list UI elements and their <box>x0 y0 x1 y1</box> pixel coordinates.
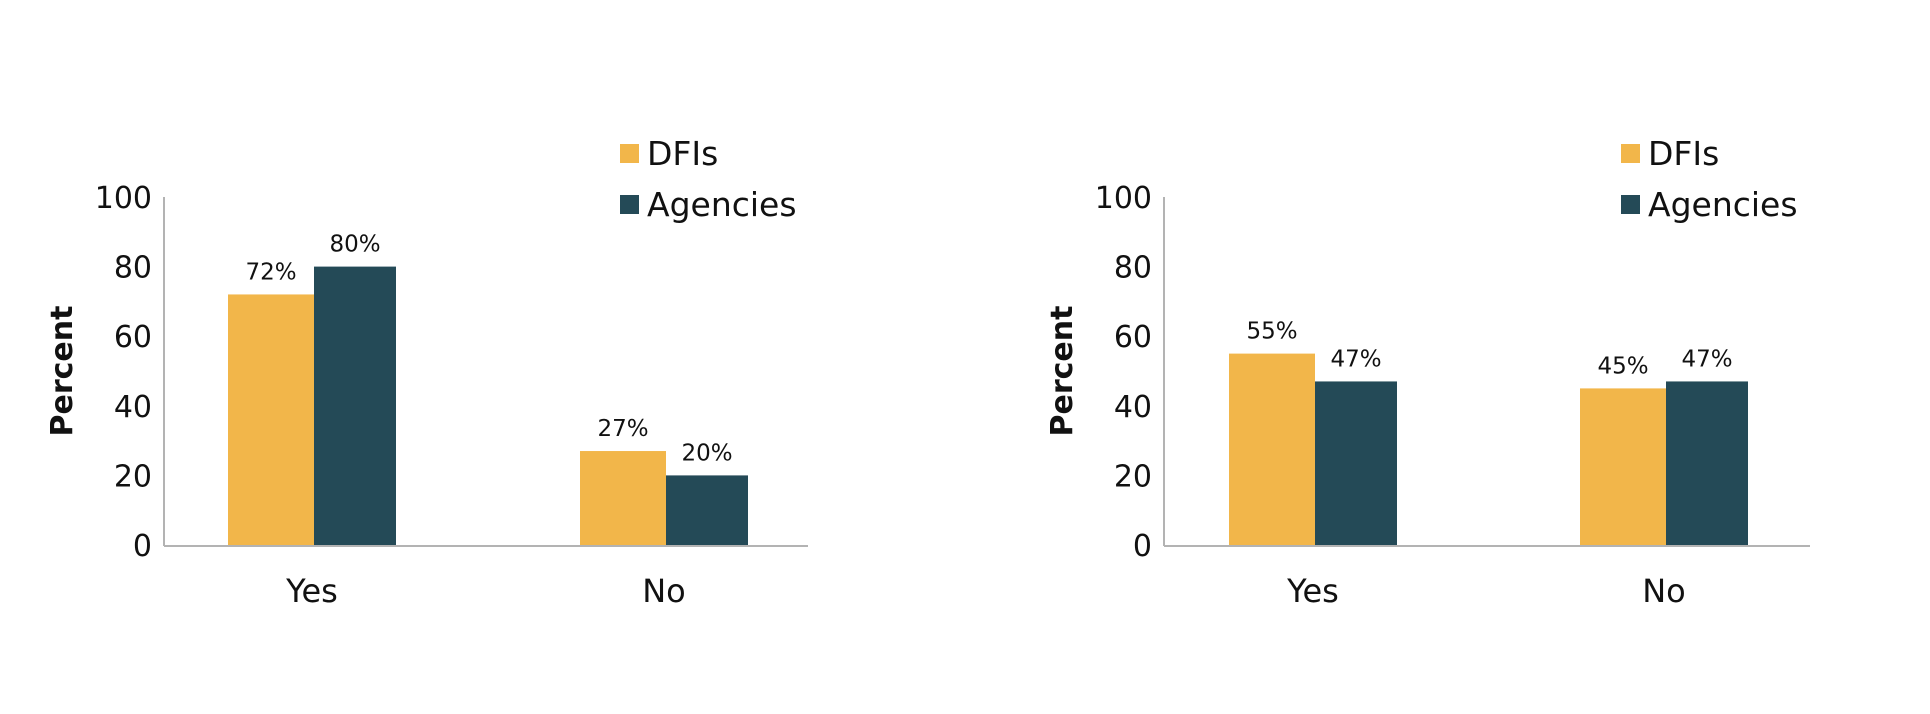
data-label: 80% <box>329 232 380 258</box>
data-label: 45% <box>1597 353 1648 379</box>
legend-swatch-agencies <box>1621 195 1640 214</box>
y-axis-label: Percent <box>45 306 80 437</box>
x-category-label: No <box>1642 572 1686 610</box>
legend-swatch-dfis <box>1621 144 1640 163</box>
data-label: 72% <box>245 259 296 285</box>
y-tick-label: 20 <box>114 459 152 494</box>
legend-entry-dfis: DFIs <box>647 134 718 173</box>
bar-agencies-yes <box>314 266 396 545</box>
y-tick-label: 80 <box>114 251 152 286</box>
bar-agencies-no <box>1666 381 1748 545</box>
y-tick-label: 100 <box>1095 181 1152 216</box>
bar-dfis-yes <box>1229 353 1315 545</box>
y-tick-label: 40 <box>114 390 152 425</box>
bar-dfis-no <box>1580 388 1666 545</box>
bar-dfis-no <box>580 451 666 545</box>
data-label: 47% <box>1330 346 1381 372</box>
y-tick-label: 60 <box>114 320 152 355</box>
legend-entry-dfis: DFIs <box>1648 134 1719 173</box>
legend-entry-agencies: Agencies <box>1648 185 1798 224</box>
y-tick-label: 40 <box>1114 390 1152 425</box>
data-label: 27% <box>597 416 648 442</box>
bar-agencies-yes <box>1315 381 1397 545</box>
bar-dfis-yes <box>228 294 314 545</box>
y-tick-label: 0 <box>133 529 152 564</box>
legend-swatch-dfis <box>620 144 639 163</box>
data-label: 55% <box>1246 319 1297 345</box>
legend-entry-agencies: Agencies <box>647 185 797 224</box>
y-axis-label: Percent <box>1045 306 1080 437</box>
chart-left: 0 20 40 60 80 100 Percent 72% 80% Yes 27% 20% No DFIs… <box>45 134 808 610</box>
chart-right: 0 20 40 60 80 100 Percent 55% 47% Yes 45% 47% No DFIs… <box>1045 134 1810 610</box>
y-tick-label: 80 <box>1114 251 1152 286</box>
legend-swatch-agencies <box>620 195 639 214</box>
x-category-label: Yes <box>1286 572 1339 610</box>
bar-agencies-no <box>666 475 748 545</box>
x-category-label: No <box>642 572 686 610</box>
y-tick-label: 100 <box>95 181 152 216</box>
y-tick-label: 0 <box>1133 529 1152 564</box>
data-label: 20% <box>681 440 732 466</box>
y-tick-label: 20 <box>1114 459 1152 494</box>
x-category-label: Yes <box>285 572 338 610</box>
y-tick-label: 60 <box>1114 320 1152 355</box>
data-label: 47% <box>1681 346 1732 372</box>
